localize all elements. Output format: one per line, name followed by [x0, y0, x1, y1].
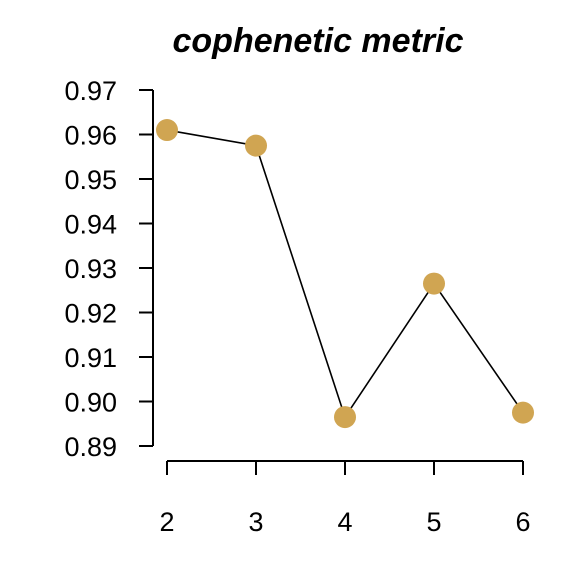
- x-axis: 2 3 4 5 6: [159, 460, 531, 537]
- y-tick-label: 0.95: [64, 165, 117, 195]
- data-point: [156, 119, 178, 142]
- series-line-group: [166, 129, 524, 419]
- y-tick-label: 0.91: [64, 343, 117, 373]
- y-tick-label: 0.94: [64, 210, 117, 240]
- y-tick-label: 0.90: [64, 388, 117, 418]
- data-points: [156, 119, 534, 429]
- y-tick-label: 0.96: [64, 121, 117, 151]
- x-tick-label: 6: [515, 507, 530, 537]
- chart-title: cophenetic metric: [173, 22, 464, 60]
- data-point: [245, 134, 267, 157]
- y-tick-label: 0.89: [64, 432, 117, 462]
- series-line: [166, 129, 524, 419]
- data-point: [512, 401, 534, 424]
- x-tick-label: 5: [426, 507, 441, 537]
- x-tick-label: 3: [248, 507, 263, 537]
- x-tick-label: 4: [337, 507, 352, 537]
- x-tick-label: 2: [159, 507, 174, 537]
- data-point: [334, 406, 356, 429]
- y-tick-label: 0.97: [64, 76, 117, 106]
- y-tick-label: 0.92: [64, 299, 117, 329]
- y-tick-label: 0.93: [64, 254, 117, 284]
- data-point: [423, 272, 445, 295]
- y-axis: 0.97 0.96 0.95 0.94 0.93 0.92 0.91 0.90 0.89: [64, 76, 154, 462]
